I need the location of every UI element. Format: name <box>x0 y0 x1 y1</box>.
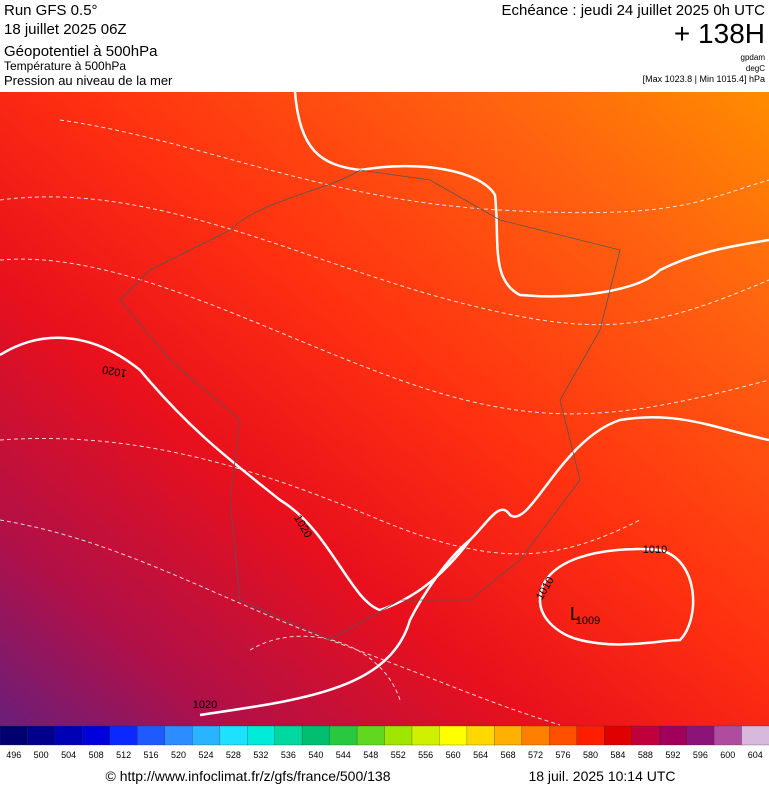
temperature-contours <box>0 119 769 726</box>
isobar-label: 1020 <box>101 363 127 379</box>
field: Température à 500hPa <box>4 59 126 73</box>
offset: + 138H <box>674 18 765 49</box>
colorbar-label: 552 <box>391 750 406 760</box>
colorbar-label: 564 <box>473 750 488 760</box>
colorbar-swatch <box>411 725 441 746</box>
unit: degC <box>746 64 765 73</box>
colorbar-swatch <box>137 725 166 746</box>
isobars <box>0 91 769 717</box>
colorbar-label: 604 <box>748 750 763 760</box>
colorbar-swatch <box>82 725 111 746</box>
low-marker: L <box>570 604 580 624</box>
colorbar-label: 560 <box>446 750 461 760</box>
run-date: 18 juillet 2025 06Z <box>4 21 127 38</box>
colorbar-label: 592 <box>665 750 680 760</box>
timestamp: 18 juil. 2025 10:14 UTC <box>528 768 675 784</box>
colorbar-swatch <box>219 725 248 746</box>
borders <box>119 169 621 641</box>
colorbar-label: 548 <box>363 750 378 760</box>
colorbar-label: 580 <box>583 750 598 760</box>
colorbar-swatch <box>247 725 276 746</box>
colorbar-label: 556 <box>418 750 433 760</box>
colorbar-swatch <box>439 725 468 746</box>
colorbar-label: 588 <box>638 750 653 760</box>
field: Pression au niveau de la mer <box>4 73 173 88</box>
colorbar-label: 572 <box>528 750 543 760</box>
colorbar-label: 508 <box>89 750 104 760</box>
colorbar-swatch <box>658 725 688 746</box>
colorbar-label: 532 <box>253 750 268 760</box>
colorbar-swatch <box>356 725 386 746</box>
colorbar-swatch <box>576 725 605 746</box>
isobar-label: 1009 <box>576 615 600 627</box>
colorbar-label: 520 <box>171 750 186 760</box>
colorbar-label: 540 <box>308 750 323 760</box>
colorbar-swatch <box>549 725 578 746</box>
colorbar-label: 584 <box>610 750 625 760</box>
colorbar-label: 596 <box>693 750 708 760</box>
source-url: © http://www.infoclimat.fr/z/gfs/france/… <box>106 768 391 784</box>
colorbar-label: 544 <box>336 750 351 760</box>
colorbar-label: 516 <box>144 750 159 760</box>
colorbar-swatch <box>631 725 660 746</box>
colorbar-label: 496 <box>6 750 21 760</box>
colorbar-label: 512 <box>116 750 131 760</box>
colorbar-swatch <box>466 725 496 746</box>
field: Géopotentiel à 500hPa <box>4 43 158 60</box>
isobar-label: 1010 <box>643 544 667 556</box>
colorbar-swatch <box>54 725 84 746</box>
colorbar-label: 524 <box>198 750 213 760</box>
colorbar-swatch <box>741 725 769 746</box>
colorbar-swatch <box>521 725 550 746</box>
colorbar-swatch <box>604 725 633 746</box>
colorbar-label: 528 <box>226 750 241 760</box>
run: Run GFS 0.5° <box>4 2 98 19</box>
colorbar-swatch <box>164 725 193 746</box>
colorbar-label: 504 <box>61 750 76 760</box>
colorbar-swatch <box>0 725 29 746</box>
colorbar-swatch <box>192 725 221 746</box>
colorbar-label: 568 <box>501 750 516 760</box>
colorbar-label: 600 <box>720 750 735 760</box>
colorbar-swatch <box>27 725 56 746</box>
colorbar-label: 576 <box>556 750 571 760</box>
unit: gpdam <box>741 53 766 62</box>
colorbar-swatch <box>686 725 715 746</box>
colorbar-swatch <box>301 725 331 746</box>
map-background <box>0 92 769 726</box>
colorbar-label: 500 <box>34 750 49 760</box>
isobar-label: 1020 <box>193 699 217 711</box>
colorbar-swatch <box>329 725 358 746</box>
colorbar-label: 536 <box>281 750 296 760</box>
colorbar-swatch <box>274 725 303 746</box>
colorbar: 496 500 504 508 512 516 520 524 528 532 536 540 544 5… <box>0 725 769 760</box>
colorbar-swatch <box>494 725 523 746</box>
colorbar-swatch <box>109 725 138 746</box>
colorbar-swatch <box>713 725 743 746</box>
range: [Max 1023.8 | Min 1015.4] hPa <box>643 74 765 84</box>
colorbar-swatch <box>384 725 413 746</box>
echeance: Echéance : jeudi 24 juillet 2025 0h UTC <box>502 2 766 19</box>
